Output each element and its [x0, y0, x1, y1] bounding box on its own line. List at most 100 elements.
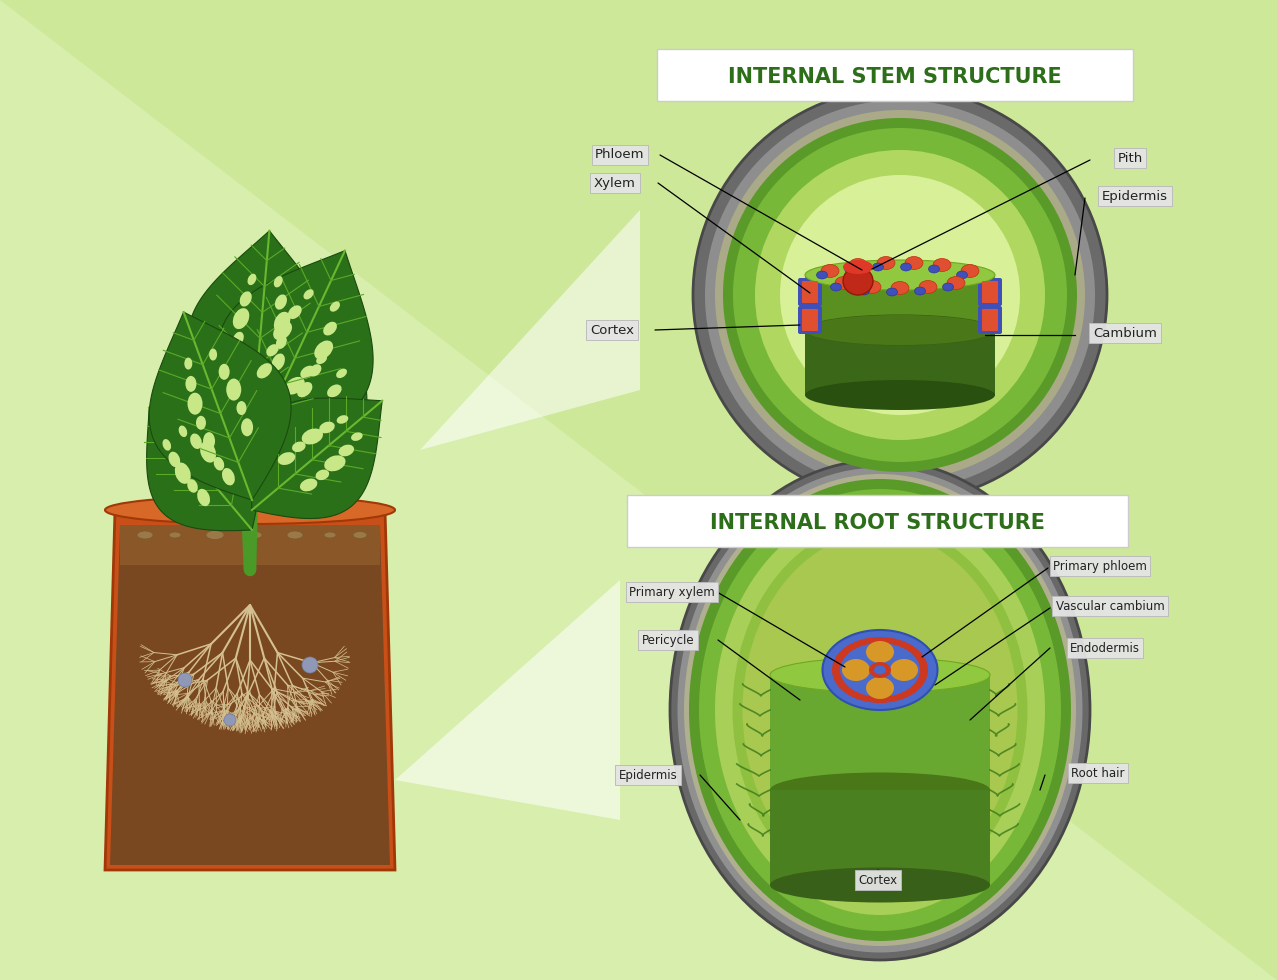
Ellipse shape — [946, 805, 954, 810]
Ellipse shape — [903, 809, 911, 815]
Ellipse shape — [336, 368, 347, 378]
Ellipse shape — [190, 433, 202, 449]
Ellipse shape — [867, 846, 875, 852]
Ellipse shape — [748, 729, 756, 736]
Ellipse shape — [783, 640, 790, 646]
Ellipse shape — [914, 287, 926, 295]
Text: Endodermis: Endodermis — [1070, 642, 1140, 655]
Ellipse shape — [830, 283, 842, 291]
Ellipse shape — [890, 659, 918, 681]
Ellipse shape — [896, 558, 903, 564]
Ellipse shape — [900, 263, 912, 271]
Ellipse shape — [872, 263, 884, 271]
Ellipse shape — [300, 366, 315, 378]
Polygon shape — [120, 525, 381, 565]
Ellipse shape — [803, 589, 811, 595]
Text: Pericycle: Pericycle — [641, 633, 695, 647]
Ellipse shape — [301, 428, 323, 445]
Ellipse shape — [266, 409, 282, 423]
Ellipse shape — [304, 289, 314, 300]
Ellipse shape — [962, 265, 979, 277]
Ellipse shape — [940, 824, 946, 830]
Ellipse shape — [324, 532, 336, 538]
Ellipse shape — [248, 273, 257, 285]
Text: Pith: Pith — [1117, 152, 1143, 165]
Ellipse shape — [782, 698, 789, 704]
Ellipse shape — [276, 335, 287, 349]
Ellipse shape — [744, 728, 751, 734]
Ellipse shape — [275, 294, 287, 310]
Ellipse shape — [964, 788, 971, 794]
Ellipse shape — [977, 809, 983, 815]
Text: Xylem: Xylem — [594, 176, 636, 189]
Ellipse shape — [926, 811, 932, 817]
Polygon shape — [188, 230, 332, 430]
Ellipse shape — [816, 823, 822, 829]
Ellipse shape — [278, 452, 295, 465]
Ellipse shape — [1013, 675, 1020, 681]
Ellipse shape — [822, 808, 830, 814]
Ellipse shape — [889, 810, 895, 816]
Ellipse shape — [889, 612, 895, 618]
Ellipse shape — [890, 543, 898, 549]
Text: Primary xylem: Primary xylem — [630, 585, 715, 599]
Ellipse shape — [169, 452, 180, 467]
Ellipse shape — [137, 531, 153, 539]
Ellipse shape — [912, 826, 919, 832]
Ellipse shape — [928, 265, 940, 273]
Polygon shape — [395, 580, 621, 820]
Polygon shape — [770, 790, 990, 885]
Ellipse shape — [872, 569, 879, 575]
Ellipse shape — [690, 479, 1071, 941]
Ellipse shape — [200, 441, 216, 463]
Ellipse shape — [292, 442, 305, 452]
Ellipse shape — [845, 544, 852, 550]
Ellipse shape — [236, 401, 246, 416]
Ellipse shape — [992, 712, 1000, 718]
Ellipse shape — [992, 683, 999, 689]
Ellipse shape — [856, 604, 863, 610]
Ellipse shape — [904, 865, 911, 871]
Ellipse shape — [742, 673, 750, 679]
Ellipse shape — [877, 845, 884, 851]
Ellipse shape — [917, 565, 923, 571]
Ellipse shape — [218, 364, 230, 380]
Ellipse shape — [767, 715, 774, 721]
Ellipse shape — [937, 866, 944, 872]
Ellipse shape — [816, 271, 827, 279]
Ellipse shape — [232, 308, 249, 329]
Ellipse shape — [801, 563, 808, 568]
Text: Phloem: Phloem — [595, 149, 645, 162]
Ellipse shape — [937, 652, 944, 658]
Ellipse shape — [835, 276, 853, 289]
Ellipse shape — [849, 591, 856, 597]
Ellipse shape — [802, 775, 810, 781]
Ellipse shape — [905, 811, 913, 817]
Ellipse shape — [794, 580, 801, 586]
FancyBboxPatch shape — [656, 49, 1133, 101]
Ellipse shape — [958, 768, 964, 774]
Circle shape — [301, 657, 318, 673]
Ellipse shape — [352, 531, 366, 538]
Ellipse shape — [273, 312, 290, 332]
Ellipse shape — [670, 460, 1091, 960]
Ellipse shape — [257, 364, 272, 378]
Ellipse shape — [241, 418, 253, 436]
Ellipse shape — [790, 611, 797, 616]
Circle shape — [693, 88, 1107, 502]
Ellipse shape — [879, 836, 886, 842]
Ellipse shape — [912, 876, 919, 883]
Ellipse shape — [179, 425, 188, 437]
Polygon shape — [217, 251, 373, 450]
Ellipse shape — [805, 315, 995, 345]
Polygon shape — [770, 675, 990, 790]
Ellipse shape — [774, 700, 780, 706]
Text: Cambium: Cambium — [1093, 326, 1157, 339]
Ellipse shape — [776, 690, 783, 696]
Ellipse shape — [848, 850, 854, 856]
Polygon shape — [147, 408, 261, 531]
Ellipse shape — [928, 818, 936, 824]
Ellipse shape — [195, 416, 206, 430]
Ellipse shape — [948, 651, 955, 658]
Ellipse shape — [789, 688, 796, 694]
